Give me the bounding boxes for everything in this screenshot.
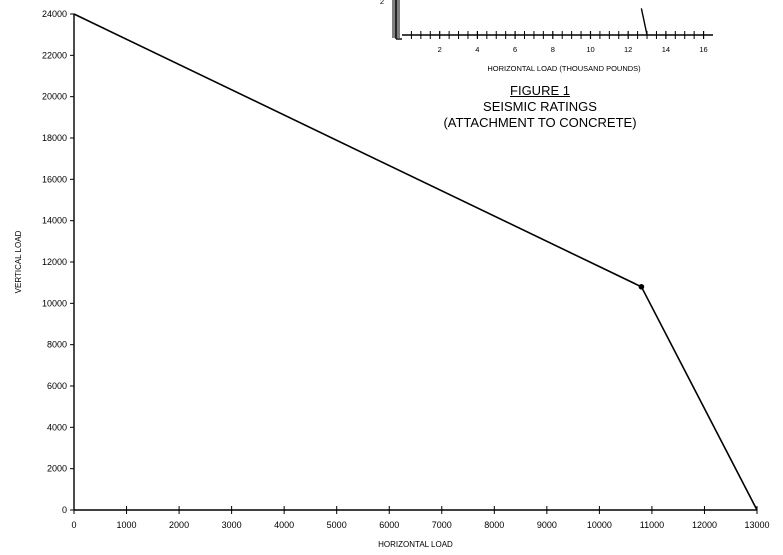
inset-x-tick-label: 12 bbox=[624, 45, 632, 54]
x-tick-label: 12000 bbox=[692, 520, 717, 530]
y-tick-label: 18000 bbox=[42, 133, 67, 143]
y-tick-label: 4000 bbox=[47, 422, 67, 432]
x-tick-label: 8000 bbox=[484, 520, 504, 530]
y-tick-label: 12000 bbox=[42, 257, 67, 267]
x-tick-label: 13000 bbox=[744, 520, 769, 530]
inset-x-axis-title: HORIZONTAL LOAD (THOUSAND POUNDS) bbox=[487, 64, 641, 73]
rating-line bbox=[73, 13, 758, 511]
y-tick-label: 10000 bbox=[42, 298, 67, 308]
figure-title-line2: (ATTACHMENT TO CONCRETE) bbox=[443, 115, 637, 130]
inset-x-tick-label: 16 bbox=[699, 45, 707, 54]
x-tick-label: 6000 bbox=[379, 520, 399, 530]
x-tick-label: 11000 bbox=[640, 520, 664, 530]
y-tick-label: 2000 bbox=[47, 464, 67, 474]
x-axis-title: HORIZONTAL LOAD bbox=[378, 540, 453, 549]
y-tick-label: 6000 bbox=[47, 381, 67, 391]
x-tick-label: 2000 bbox=[169, 520, 189, 530]
inset-y-tick-label: 2 bbox=[380, 0, 384, 6]
x-tick-label: 0 bbox=[71, 520, 76, 530]
figure-title-line1: SEISMIC RATINGS bbox=[483, 99, 597, 114]
x-tick-label: 5000 bbox=[327, 520, 347, 530]
y-axis-title: VERTICAL LOAD bbox=[14, 230, 23, 293]
inset-rating-line bbox=[640, 8, 648, 36]
y-tick-label: 16000 bbox=[42, 174, 67, 184]
figure-label: FIGURE 1 bbox=[510, 83, 570, 98]
inset-x-tick-label: 14 bbox=[662, 45, 670, 54]
x-tick-label: 1000 bbox=[117, 520, 137, 530]
x-tick-label: 3000 bbox=[222, 520, 242, 530]
inset-x-tick-label: 10 bbox=[586, 45, 594, 54]
y-tick-label: 8000 bbox=[47, 340, 67, 350]
x-tick-label: 10000 bbox=[587, 520, 612, 530]
inset-x-tick-label: 8 bbox=[551, 45, 555, 54]
x-tick-label: 9000 bbox=[537, 520, 557, 530]
inset-x-tick-label: 4 bbox=[475, 45, 479, 54]
x-tick-label: 4000 bbox=[274, 520, 294, 530]
x-tick-label: 7000 bbox=[432, 520, 452, 530]
y-tick-label: 24000 bbox=[42, 9, 67, 19]
inset-x-tick-label: 6 bbox=[513, 45, 517, 54]
rating-point-marker bbox=[638, 284, 645, 290]
y-tick-label: 0 bbox=[62, 505, 67, 515]
y-tick-label: 22000 bbox=[42, 50, 67, 60]
inset-x-tick-label: 2 bbox=[438, 45, 442, 54]
y-tick-label: 20000 bbox=[42, 92, 67, 102]
y-tick-label: 14000 bbox=[42, 216, 67, 226]
